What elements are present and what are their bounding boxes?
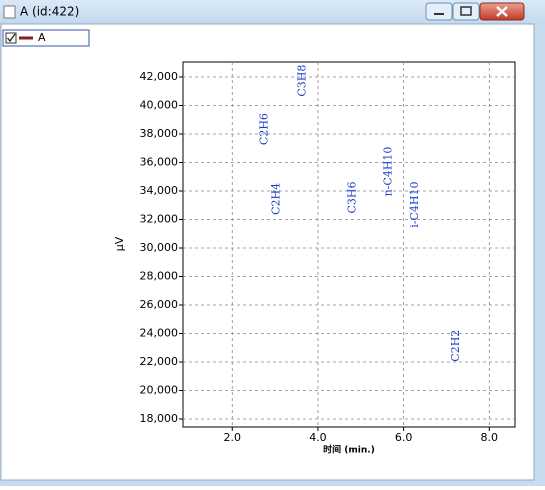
legend bbox=[2, 29, 90, 47]
y-tick-label: 36,000 bbox=[140, 155, 179, 168]
maximize-button[interactable] bbox=[452, 2, 480, 21]
x-tick-label: 4.0 bbox=[309, 431, 327, 444]
y-tick-label: 42,000 bbox=[140, 70, 179, 83]
peak-label: C3H6 bbox=[346, 181, 359, 213]
legend-checkbox[interactable] bbox=[5, 32, 17, 44]
y-tick-label: 40,000 bbox=[140, 98, 179, 111]
close-icon bbox=[496, 6, 508, 17]
y-tick-label: 20,000 bbox=[140, 384, 179, 397]
peak-label: C3H8 bbox=[296, 65, 309, 97]
x-tick-label: 6.0 bbox=[395, 431, 413, 444]
y-tick-label: 18,000 bbox=[140, 412, 179, 425]
y-tick-label: 26,000 bbox=[140, 298, 179, 311]
minimize-button[interactable] bbox=[425, 2, 453, 21]
y-tick-label: 32,000 bbox=[140, 212, 179, 225]
peak-label: i-C4H10 bbox=[408, 181, 421, 227]
window-icon bbox=[3, 5, 16, 19]
y-tick-label: 24,000 bbox=[140, 327, 179, 340]
peak-label: n-C4H10 bbox=[382, 147, 395, 197]
x-axis-title: 时间 (min.) bbox=[323, 444, 375, 456]
peak-label: C2H4 bbox=[269, 183, 282, 215]
y-tick-label: 28,000 bbox=[140, 269, 179, 282]
maximize-icon bbox=[460, 6, 472, 16]
plot-area bbox=[182, 61, 516, 428]
y-axis-title: µV bbox=[113, 236, 126, 251]
legend-label: A bbox=[38, 31, 46, 44]
y-tick-label: 34,000 bbox=[140, 184, 179, 197]
peak-label: C2H6 bbox=[257, 113, 270, 145]
y-tick-label: 30,000 bbox=[140, 241, 179, 254]
y-tick-label: 38,000 bbox=[140, 127, 179, 140]
peak-label: C2H2 bbox=[449, 330, 462, 362]
check-mark bbox=[7, 33, 16, 43]
y-tick-label: 22,000 bbox=[140, 355, 179, 368]
window-title: A (id:422) bbox=[20, 5, 79, 19]
x-tick-label: 2.0 bbox=[224, 431, 242, 444]
x-tick-label: 8.0 bbox=[481, 431, 499, 444]
